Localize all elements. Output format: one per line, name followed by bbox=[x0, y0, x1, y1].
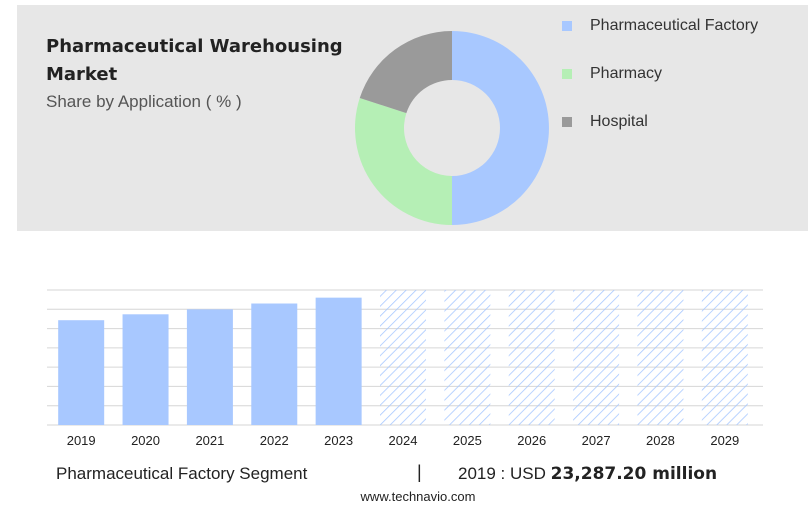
bar-2019 bbox=[58, 320, 105, 425]
bar-2020 bbox=[122, 314, 169, 425]
footer-separator: | bbox=[417, 462, 422, 482]
x-tick-label-2019: 2019 bbox=[67, 433, 96, 448]
legend-label-hospital: Hospital bbox=[590, 113, 648, 130]
legend-label-pharmacy: Pharmacy bbox=[590, 65, 663, 82]
forecast-bar-2027 bbox=[573, 290, 620, 425]
donut-slice-pharmaceutical-factory bbox=[452, 31, 549, 225]
bar-2021 bbox=[186, 309, 233, 425]
x-tick-label-2025: 2025 bbox=[453, 433, 482, 448]
legend-item-hospital: Hospital bbox=[562, 110, 758, 134]
legend-swatch-pharmacy bbox=[562, 69, 572, 79]
legend-item-pharmaceutical-factory: Pharmaceutical Factory bbox=[562, 14, 758, 38]
bar-2023 bbox=[315, 297, 362, 425]
x-tick-label-2027: 2027 bbox=[582, 433, 611, 448]
legend-swatch-pharmaceutical-factory bbox=[562, 21, 572, 31]
legend-swatch-hospital bbox=[562, 117, 572, 127]
segment-value-amount: 23,287.20 million bbox=[550, 464, 718, 484]
x-tick-label-2022: 2022 bbox=[260, 433, 289, 448]
donut-chart bbox=[355, 31, 549, 225]
donut-slice-hospital bbox=[359, 31, 452, 114]
x-tick-label-2023: 2023 bbox=[324, 433, 353, 448]
forecast-bar-2024 bbox=[380, 290, 426, 425]
x-tick-label-2024: 2024 bbox=[389, 433, 418, 448]
x-tick-label-2020: 2020 bbox=[131, 433, 160, 448]
legend-label-pharmaceutical-factory: Pharmaceutical Factory bbox=[590, 17, 759, 34]
forecast-bar-2029 bbox=[701, 290, 748, 425]
forecast-bar-2025 bbox=[444, 290, 491, 425]
segment-value: 2019 : USD 23,287.20 million bbox=[458, 464, 717, 484]
segment-label: Pharmaceutical Factory Segment bbox=[56, 464, 308, 483]
segment-year-label: 2019 : USD bbox=[458, 464, 546, 483]
x-tick-label-2021: 2021 bbox=[195, 433, 224, 448]
legend: Pharmaceutical Factory Pharmacy Hospital bbox=[562, 14, 758, 158]
chart-subtitle: Share by Application ( % ) bbox=[46, 92, 242, 111]
x-tick-label-2029: 2029 bbox=[710, 433, 739, 448]
chart-title: Pharmaceutical Warehousing Market bbox=[46, 36, 343, 85]
x-tick-label-2028: 2028 bbox=[646, 433, 675, 448]
bar-2022 bbox=[251, 303, 298, 425]
bar-chart: 2019 2020 2021 2022 2023 2024 2025 2026 2027 2028… bbox=[47, 289, 763, 448]
legend-item-pharmacy: Pharmacy bbox=[562, 62, 758, 86]
forecast-bar-2028 bbox=[637, 290, 684, 425]
x-tick-label-2026: 2026 bbox=[517, 433, 546, 448]
source-url: www.technavio.com bbox=[360, 489, 476, 504]
forecast-bar-2026 bbox=[508, 290, 555, 425]
donut-slice-pharmacy bbox=[355, 98, 452, 225]
